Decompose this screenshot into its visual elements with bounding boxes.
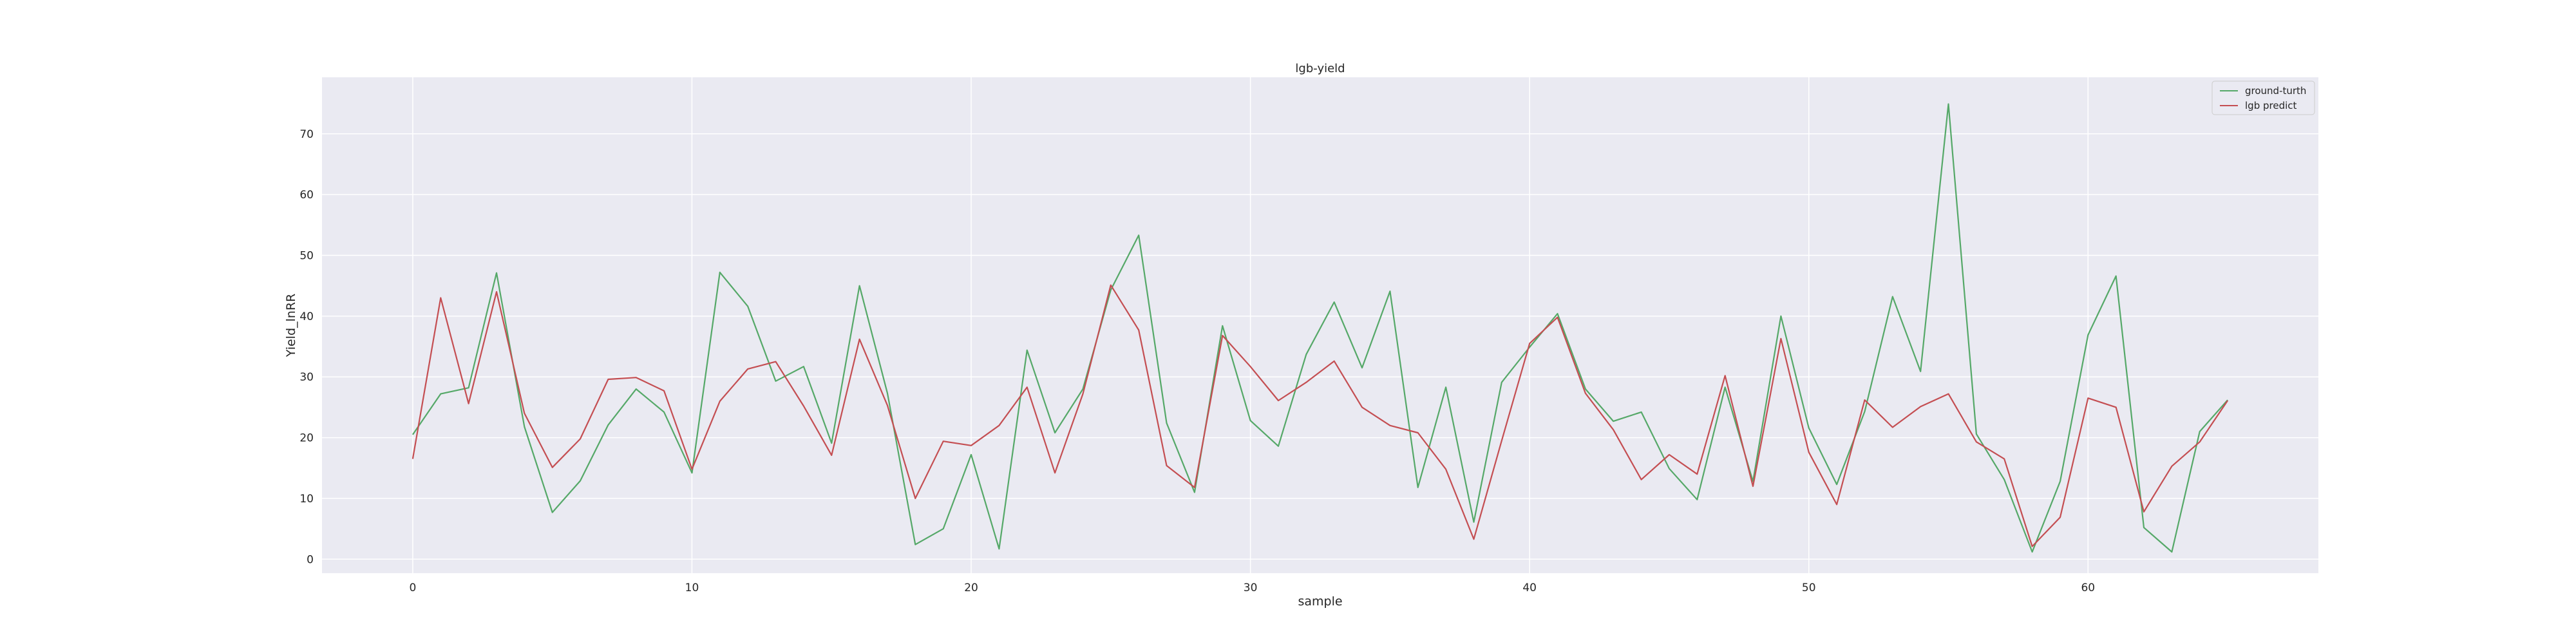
y-tick-label: 20 — [299, 432, 314, 445]
y-axis-label: Yield_lnRR — [284, 294, 298, 357]
x-tick-label: 10 — [685, 582, 699, 594]
x-tick-label: 50 — [1802, 582, 1816, 594]
plot-area — [322, 77, 2318, 573]
y-tick-label: 30 — [299, 371, 314, 384]
y-tick-label: 40 — [299, 310, 314, 323]
series-line-ground-truth — [412, 103, 2228, 553]
legend: ground-turth lgb predict — [2211, 80, 2315, 115]
y-tick-label: 60 — [299, 189, 314, 202]
grid — [322, 77, 2318, 573]
x-tick-label: 60 — [2081, 582, 2095, 594]
y-tick-label: 0 — [307, 553, 314, 566]
series-line-prediction — [412, 284, 2229, 547]
y-tick-label: 70 — [299, 128, 314, 141]
y-tick-label: 50 — [299, 249, 314, 262]
x-tick-label: 30 — [1244, 582, 1258, 594]
x-axis: 0 10 20 30 40 50 60 — [409, 582, 2095, 594]
series-layer — [412, 103, 2229, 553]
y-axis: 0 10 20 30 40 50 60 70 — [299, 128, 314, 567]
legend-label-prediction: lgb predict — [2245, 100, 2297, 111]
chart-title: lgb-yield — [1295, 62, 1345, 75]
x-tick-label: 40 — [1522, 582, 1537, 594]
x-tick-label: 0 — [409, 582, 416, 594]
x-axis-label: sample — [1298, 594, 1342, 609]
y-tick-label: 10 — [299, 493, 314, 506]
x-tick-label: 20 — [964, 582, 978, 594]
legend-label-ground-truth: ground-turth — [2245, 85, 2306, 97]
